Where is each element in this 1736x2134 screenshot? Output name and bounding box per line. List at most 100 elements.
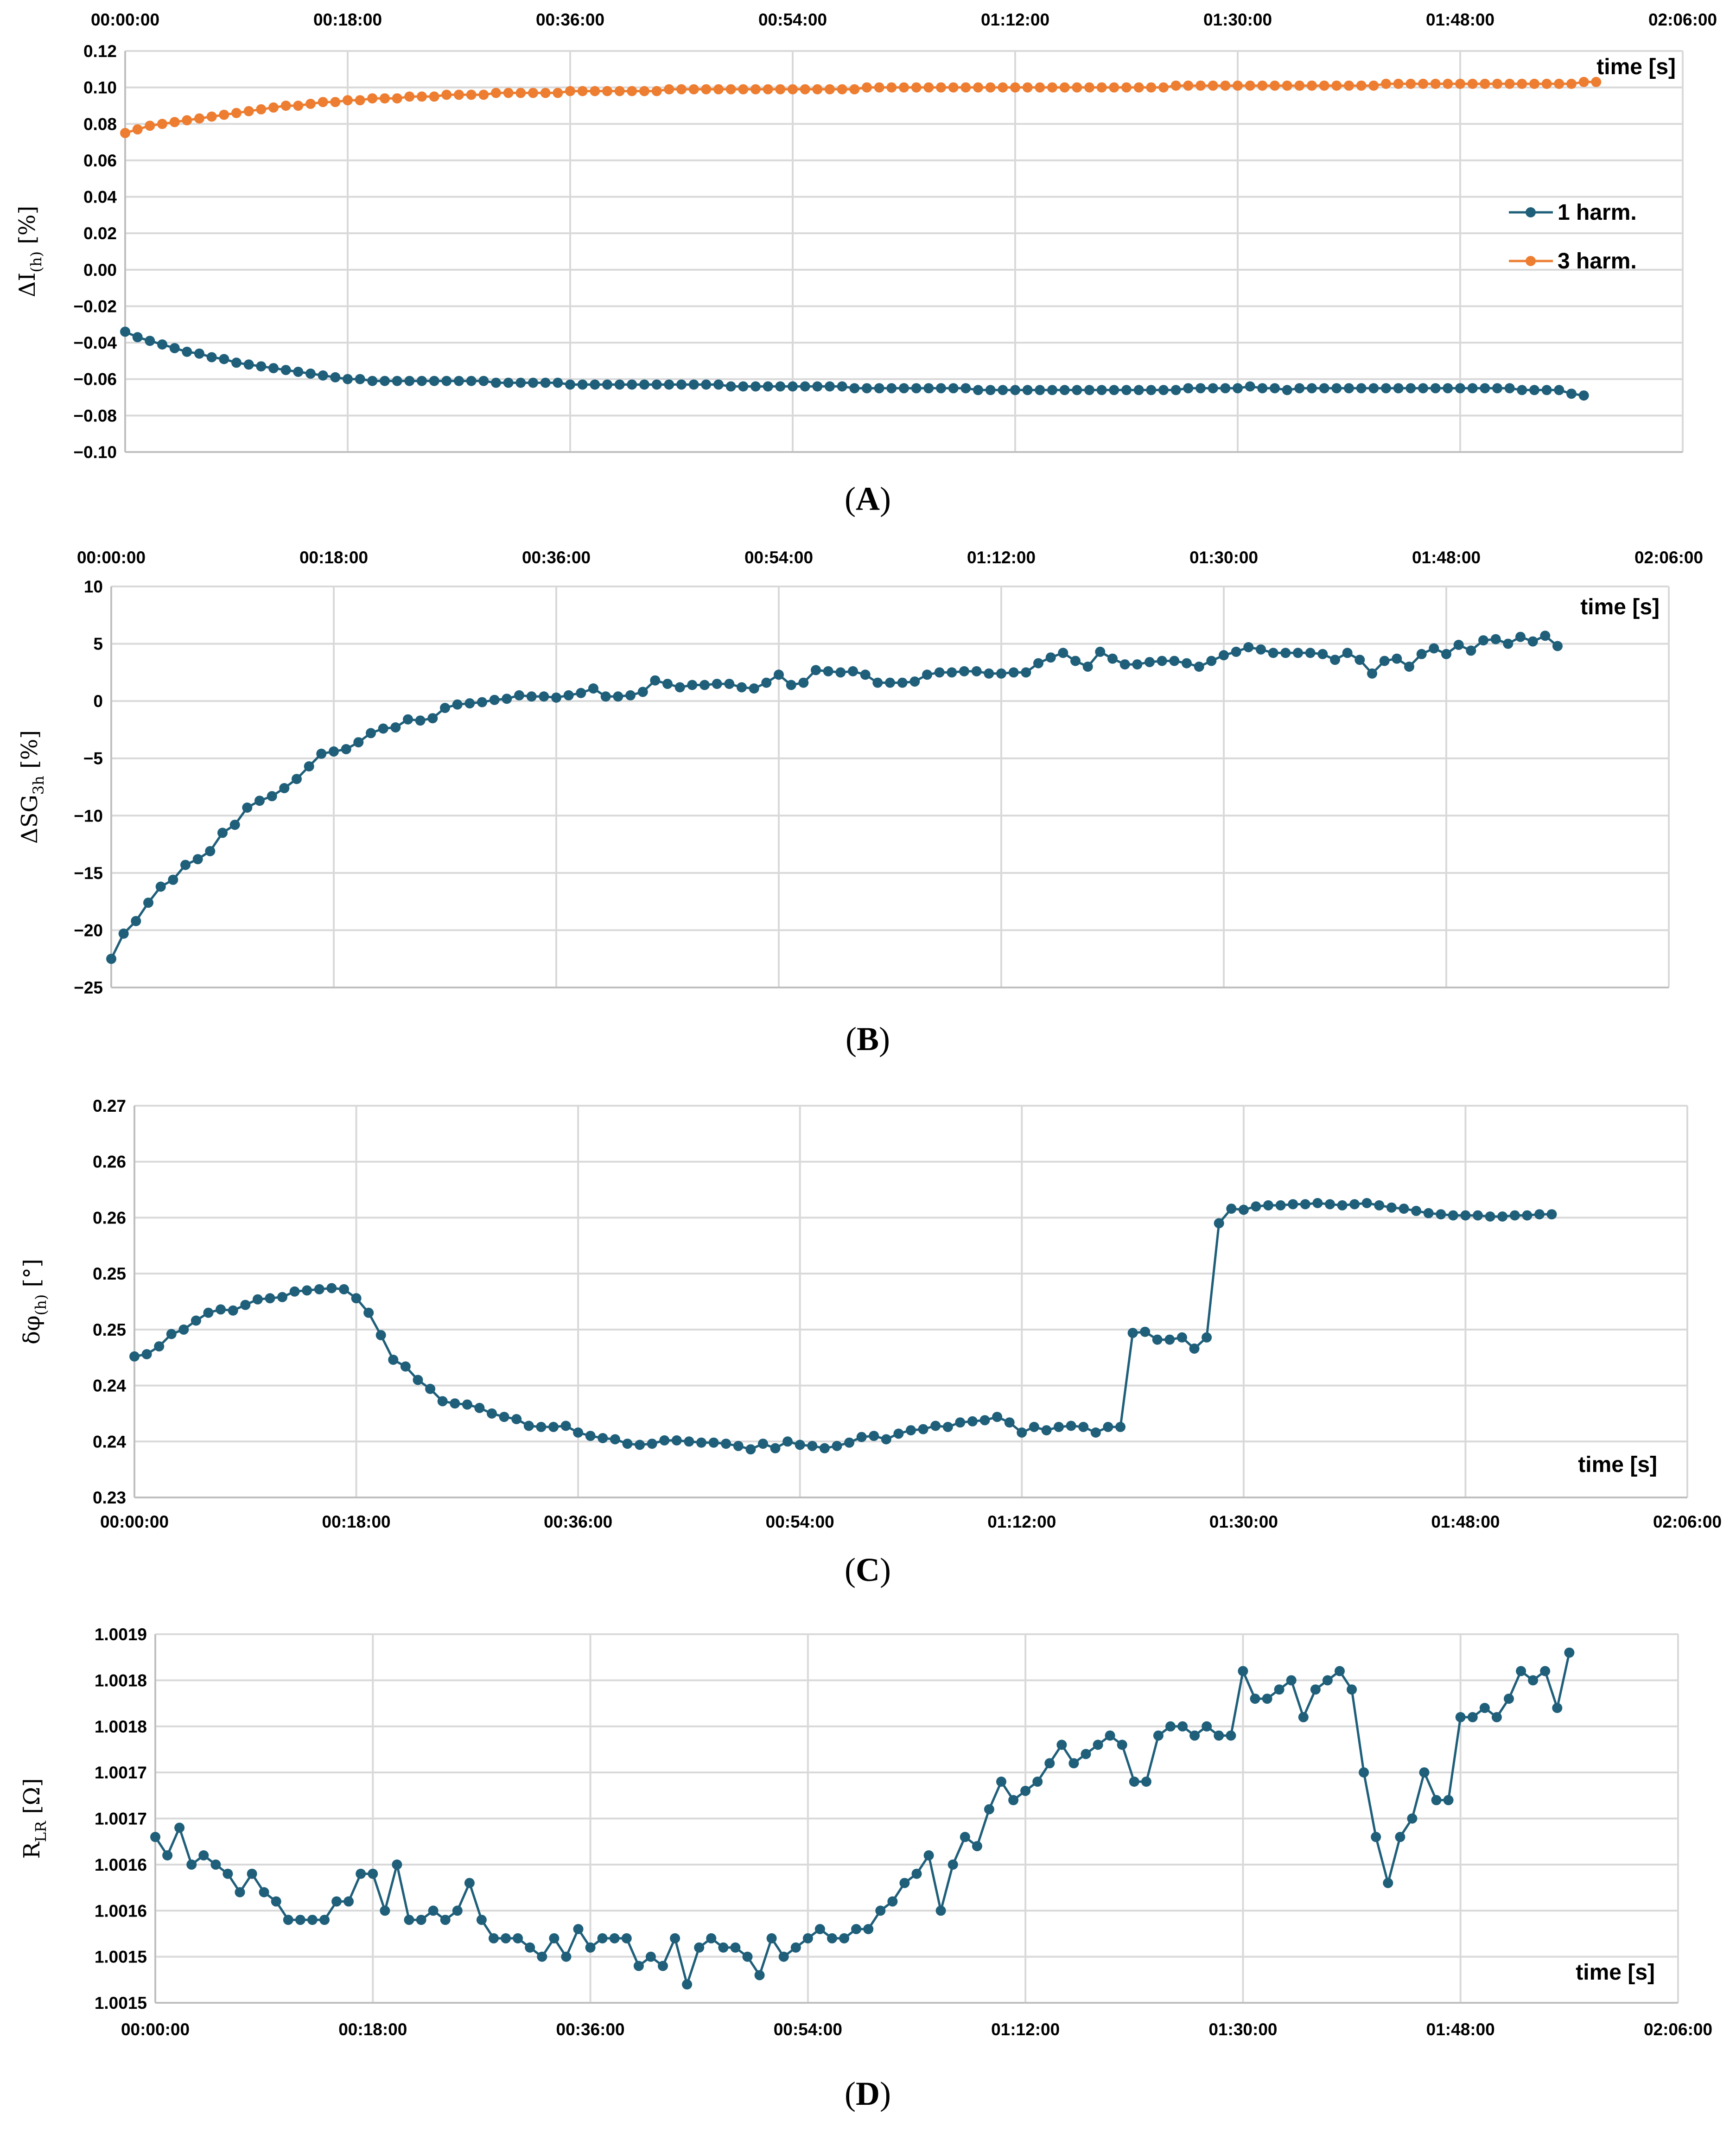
data-point — [812, 381, 823, 392]
y-axis-label: δφ(h) [°] — [19, 1259, 50, 1344]
data-point — [881, 1434, 891, 1445]
y-tick-label: −0.06 — [73, 370, 117, 389]
data-point — [353, 737, 364, 748]
y-axis-label: ΔSG3h [%] — [17, 730, 47, 844]
data-point — [1517, 385, 1527, 395]
data-point — [1529, 78, 1539, 89]
data-point — [573, 1427, 584, 1438]
data-point — [1208, 383, 1218, 394]
y-tick-label: 0.26 — [93, 1208, 126, 1227]
data-point — [694, 1942, 705, 1953]
data-point — [1183, 383, 1194, 394]
data-point — [474, 1402, 485, 1413]
data-point — [428, 1905, 439, 1916]
data-point — [1395, 1832, 1405, 1842]
data-point — [378, 723, 388, 734]
data-point — [392, 93, 402, 104]
data-point — [280, 365, 291, 376]
data-point — [235, 1887, 245, 1898]
data-point — [503, 377, 514, 388]
data-point — [1165, 1721, 1176, 1732]
data-point — [725, 84, 736, 95]
data-point — [862, 82, 872, 93]
y-tick-label: 1.0016 — [95, 1901, 147, 1920]
data-point — [650, 675, 661, 686]
data-point — [992, 1412, 1003, 1422]
y-tick-label: 1.0017 — [95, 1809, 147, 1828]
data-point — [1405, 383, 1416, 394]
data-point — [819, 1443, 830, 1453]
data-point — [1379, 656, 1390, 666]
data-point — [775, 381, 786, 392]
data-point — [1257, 383, 1268, 394]
data-point — [499, 1412, 509, 1422]
data-point — [1169, 656, 1180, 666]
data-point — [754, 1970, 765, 1981]
data-point — [129, 1351, 140, 1362]
data-point — [967, 1416, 978, 1427]
y-tick-label: 0.25 — [93, 1320, 126, 1339]
data-point — [1443, 1795, 1454, 1805]
data-point — [1443, 383, 1453, 394]
data-point — [143, 898, 153, 908]
data-point — [802, 1933, 813, 1943]
data-point — [1392, 653, 1402, 664]
data-point — [1158, 385, 1169, 395]
data-point — [1238, 1204, 1249, 1215]
data-point — [1356, 383, 1367, 394]
data-point — [1354, 655, 1365, 665]
data-point — [1312, 1198, 1323, 1208]
data-point — [120, 127, 130, 138]
data-point — [305, 368, 316, 379]
data-point — [874, 82, 884, 93]
data-point — [523, 1421, 534, 1431]
data-point — [1431, 1795, 1442, 1805]
data-point — [893, 1428, 904, 1439]
data-point — [955, 1417, 966, 1428]
data-point — [872, 677, 883, 688]
data-point — [856, 1432, 867, 1442]
data-point — [1133, 82, 1144, 93]
x-tick-label: 01:30:00 — [1189, 548, 1258, 567]
data-point — [1109, 82, 1119, 93]
data-point — [1578, 76, 1589, 87]
data-point — [525, 1942, 535, 1953]
data-point — [998, 385, 1008, 395]
data-point — [1448, 1210, 1458, 1221]
data-point — [1146, 82, 1157, 93]
data-point — [647, 1439, 657, 1449]
data-point — [1405, 78, 1416, 89]
data-point — [598, 1433, 608, 1443]
y-tick-label: −0.04 — [73, 333, 117, 352]
data-point — [1298, 1712, 1309, 1722]
y-tick-label: 0.26 — [93, 1153, 126, 1172]
data-point — [1070, 656, 1081, 666]
data-point — [1059, 385, 1070, 395]
data-point — [1220, 383, 1231, 394]
y-tick-label: 1.0017 — [95, 1763, 147, 1782]
data-point — [1305, 648, 1316, 658]
data-point — [491, 88, 501, 98]
data-point — [996, 1777, 1006, 1787]
data-point — [590, 379, 600, 390]
data-point — [1480, 78, 1490, 89]
data-point — [295, 1915, 305, 1925]
data-point — [825, 381, 835, 392]
data-point — [998, 82, 1008, 93]
y-tick-label: 1.0018 — [95, 1671, 147, 1690]
data-point — [375, 1330, 386, 1340]
data-point — [622, 1439, 633, 1449]
data-point — [837, 84, 847, 95]
data-point — [742, 1951, 753, 1962]
data-point — [252, 1294, 263, 1305]
data-point — [1041, 1425, 1052, 1436]
series-line — [154, 1652, 1571, 1986]
data-point — [750, 84, 761, 95]
data-point — [1096, 82, 1107, 93]
data-point — [658, 1961, 668, 1971]
data-point — [1119, 659, 1130, 670]
data-point — [633, 1961, 644, 1971]
data-point — [688, 84, 699, 95]
data-point — [515, 88, 526, 98]
panel-label: (D) — [845, 2075, 891, 2112]
